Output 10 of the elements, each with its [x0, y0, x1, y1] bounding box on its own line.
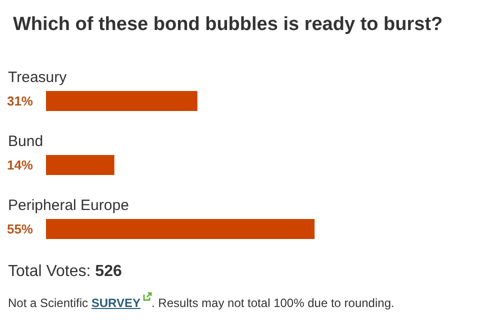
- chart-title: Which of these bond bubbles is ready to burst?: [13, 14, 443, 35]
- y-tick-label: Bund: [8, 133, 44, 150]
- text: Total Votes: 526: [8, 263, 122, 281]
- y-tick-label: Peripheral Europe: [8, 197, 129, 214]
- text: . Results may not total 100% due to rounding.: [152, 296, 394, 310]
- text: Not a Scientific SURVEY: [8, 296, 141, 310]
- data-label: 55%: [6, 222, 34, 236]
- y-tick-label: Treasury: [8, 69, 68, 86]
- data-label: 14%: [6, 158, 34, 172]
- data-label: 31%: [6, 94, 34, 108]
